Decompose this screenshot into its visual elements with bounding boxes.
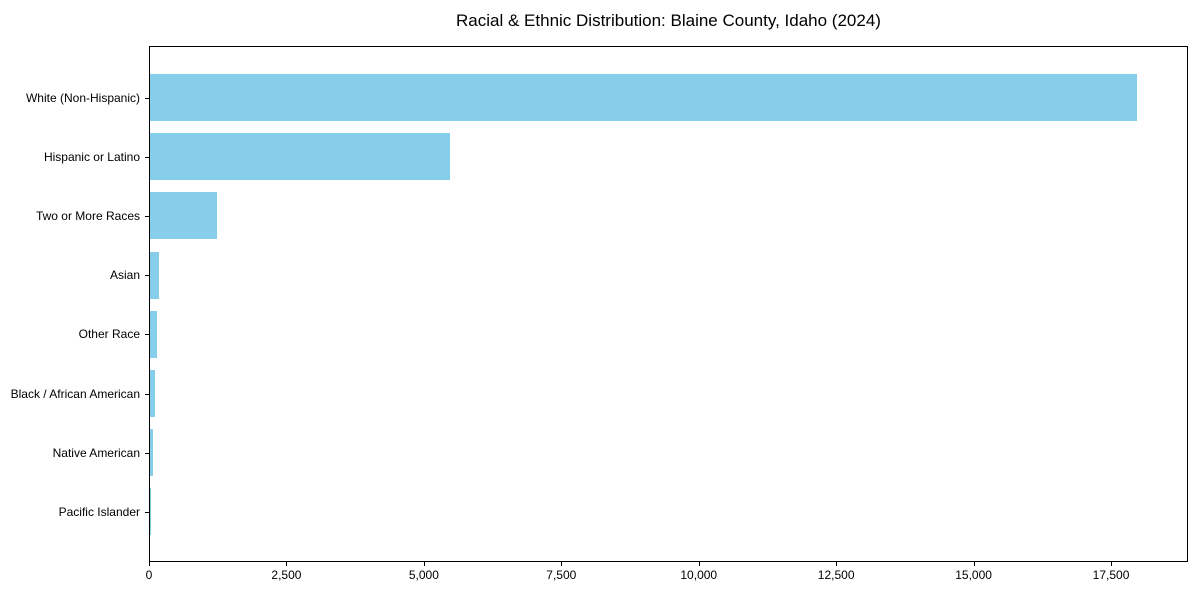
x-tick-label: 2,500 — [271, 568, 302, 582]
x-tick-mark — [149, 562, 150, 566]
x-tick-mark — [973, 562, 975, 566]
y-axis-label: Hispanic or Latino — [43, 149, 140, 164]
x-tick-mark — [698, 562, 700, 566]
x-tick-label: 10,000 — [680, 568, 718, 582]
x-tick-label: 0 — [145, 568, 153, 582]
y-axis-label: Other Race — [78, 327, 140, 342]
x-tick-label: 15,000 — [955, 568, 992, 582]
x-tick-mark — [1111, 562, 1113, 566]
y-axis-label: Pacific Islander — [58, 504, 140, 519]
bar-asian — [150, 251, 160, 299]
y-axis-label: Black / African American — [10, 386, 140, 401]
bar-two-or-more-races — [150, 192, 218, 240]
bar-other-race — [150, 310, 158, 358]
bar-hispanic-or-latino — [150, 133, 450, 181]
x-tick-label: 7,500 — [546, 568, 577, 582]
x-tick-label: 17,500 — [1092, 568, 1130, 582]
x-tick-mark — [286, 562, 288, 566]
y-tick-mark — [145, 511, 149, 513]
y-tick-mark — [145, 97, 149, 99]
x-tick-label: 5,000 — [408, 568, 439, 582]
x-tick-mark — [423, 562, 425, 566]
y-tick-mark — [145, 156, 149, 158]
bar-black-african-american — [150, 370, 156, 417]
y-axis-label: Native American — [52, 445, 140, 460]
plot-area — [149, 46, 1188, 562]
y-tick-mark — [145, 334, 149, 336]
x-tick-label: 12,500 — [817, 568, 855, 582]
y-axis-label: Asian — [109, 268, 140, 283]
y-tick-mark — [145, 393, 149, 395]
x-tick-mark — [836, 562, 838, 566]
y-tick-mark — [145, 215, 149, 217]
chart-title: Racial & Ethnic Distribution: Blaine Cou… — [456, 11, 881, 30]
y-axis-label: White (Non-Hispanic) — [25, 90, 140, 105]
y-tick-mark — [145, 275, 149, 277]
y-tick-mark — [145, 452, 149, 454]
bar-native-american — [150, 429, 154, 477]
bar-pacific-islander — [150, 488, 151, 536]
y-axis-label: Two or More Races — [35, 208, 140, 223]
bar-white-non-hispanic — [150, 74, 1137, 121]
x-tick-mark — [561, 562, 563, 566]
